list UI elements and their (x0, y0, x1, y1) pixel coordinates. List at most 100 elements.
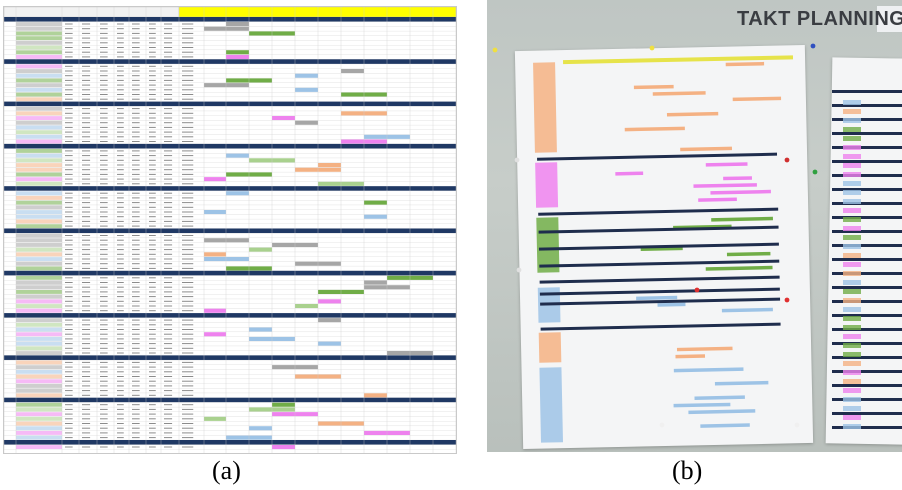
activity-cell (16, 384, 62, 388)
activity-cell (16, 257, 62, 261)
cell-text (117, 150, 124, 152)
cell-text (149, 239, 156, 241)
cell-text (117, 277, 124, 279)
cell-text (132, 249, 140, 251)
cell-text (164, 408, 173, 410)
cell-text (100, 192, 108, 194)
cell-text (132, 338, 140, 340)
cell-text (132, 211, 140, 213)
cell-text (82, 338, 91, 340)
cell-text (65, 159, 73, 161)
cell-text (132, 51, 140, 53)
activity-cell (16, 243, 62, 247)
photo-separator-bar-right (832, 244, 902, 247)
photo-takt-bar (633, 84, 674, 90)
cell-text (164, 206, 173, 208)
activity-cell (16, 435, 62, 440)
cell-text (117, 427, 124, 429)
photo-separator-bar-right (832, 272, 902, 275)
photo-separator-bar-right (832, 146, 902, 149)
cell-text (182, 79, 194, 81)
cell-text (164, 385, 173, 387)
activity-cell (16, 233, 62, 238)
cell-text (149, 338, 156, 340)
cell-text (100, 112, 108, 114)
photo-separator-bar (538, 225, 779, 234)
cell-text (117, 220, 124, 222)
cell-text (164, 296, 173, 298)
cell-text (82, 277, 91, 279)
cell-text (117, 84, 124, 86)
activity-cell (16, 125, 62, 130)
cell-text (149, 249, 156, 251)
cell-text (65, 277, 73, 279)
cell-text (65, 253, 73, 255)
photo-activity-cell-right (843, 118, 861, 123)
photo-takt-bar (657, 302, 686, 307)
activity-cell (16, 365, 62, 370)
cell-text (182, 235, 194, 236)
cell-text (164, 117, 173, 119)
cell-text (132, 352, 140, 354)
cell-text (117, 310, 124, 312)
cell-text (149, 413, 156, 415)
activity-cell (16, 280, 62, 285)
cell-text (65, 51, 73, 53)
activity-cell (16, 50, 62, 55)
activity-cell (16, 167, 62, 172)
takt-bar (204, 252, 226, 257)
cell-text (100, 352, 108, 354)
activity-cell (16, 31, 62, 36)
cell-text (100, 432, 108, 434)
cell-text (100, 84, 108, 86)
cell-text (149, 131, 156, 133)
activity-cell (16, 92, 62, 97)
takt-bar (364, 280, 387, 285)
cell-text (182, 117, 194, 119)
phase-separator-row (4, 355, 456, 361)
cell-text (164, 84, 173, 86)
cell-text (182, 432, 194, 434)
cell-text (149, 47, 156, 48)
cell-text (100, 202, 108, 204)
activity-cell (16, 22, 62, 26)
cell-text (65, 141, 73, 142)
cell-text (132, 324, 140, 326)
cell-text (82, 404, 91, 406)
cell-text (164, 56, 173, 58)
cell-text (149, 253, 156, 255)
takt-bar (249, 426, 272, 431)
cell-text (164, 173, 173, 175)
cell-text (182, 89, 194, 91)
photo-activity-column (535, 162, 559, 208)
cell-text (117, 164, 124, 166)
photo-separator-bar (538, 207, 779, 216)
cell-text (149, 380, 156, 382)
cell-text (100, 385, 108, 387)
photo-takt-bar (694, 395, 745, 400)
photo-separator-bar-right (832, 426, 902, 429)
spreadsheet-panel (3, 6, 457, 454)
cell-text (100, 220, 108, 222)
activity-cell (16, 332, 62, 337)
cell-text (132, 446, 140, 448)
cell-text (182, 141, 194, 142)
cell-text (117, 117, 124, 119)
cell-text (117, 413, 124, 415)
activity-cell (16, 402, 62, 407)
cell-text (164, 159, 173, 161)
cell-text (117, 263, 124, 265)
activity-cell (16, 360, 62, 365)
cell-text (164, 51, 173, 53)
cell-text (132, 267, 140, 269)
takt-bar (226, 153, 249, 158)
cell-text (164, 376, 173, 377)
activity-cell (16, 290, 62, 294)
cell-text (65, 75, 73, 77)
photo-takt-bar (693, 183, 757, 188)
cell-text (164, 126, 173, 128)
cell-text (82, 296, 91, 298)
photo-activity-cell-right (843, 271, 861, 276)
cell-text (117, 282, 124, 283)
cell-text (117, 70, 124, 72)
